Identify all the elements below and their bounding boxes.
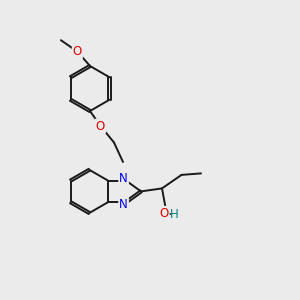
Text: N: N bbox=[119, 198, 128, 211]
Text: O: O bbox=[160, 207, 169, 220]
Text: O: O bbox=[96, 119, 105, 133]
Text: N: N bbox=[119, 172, 128, 185]
Text: O: O bbox=[73, 45, 82, 58]
Text: H: H bbox=[169, 208, 178, 221]
